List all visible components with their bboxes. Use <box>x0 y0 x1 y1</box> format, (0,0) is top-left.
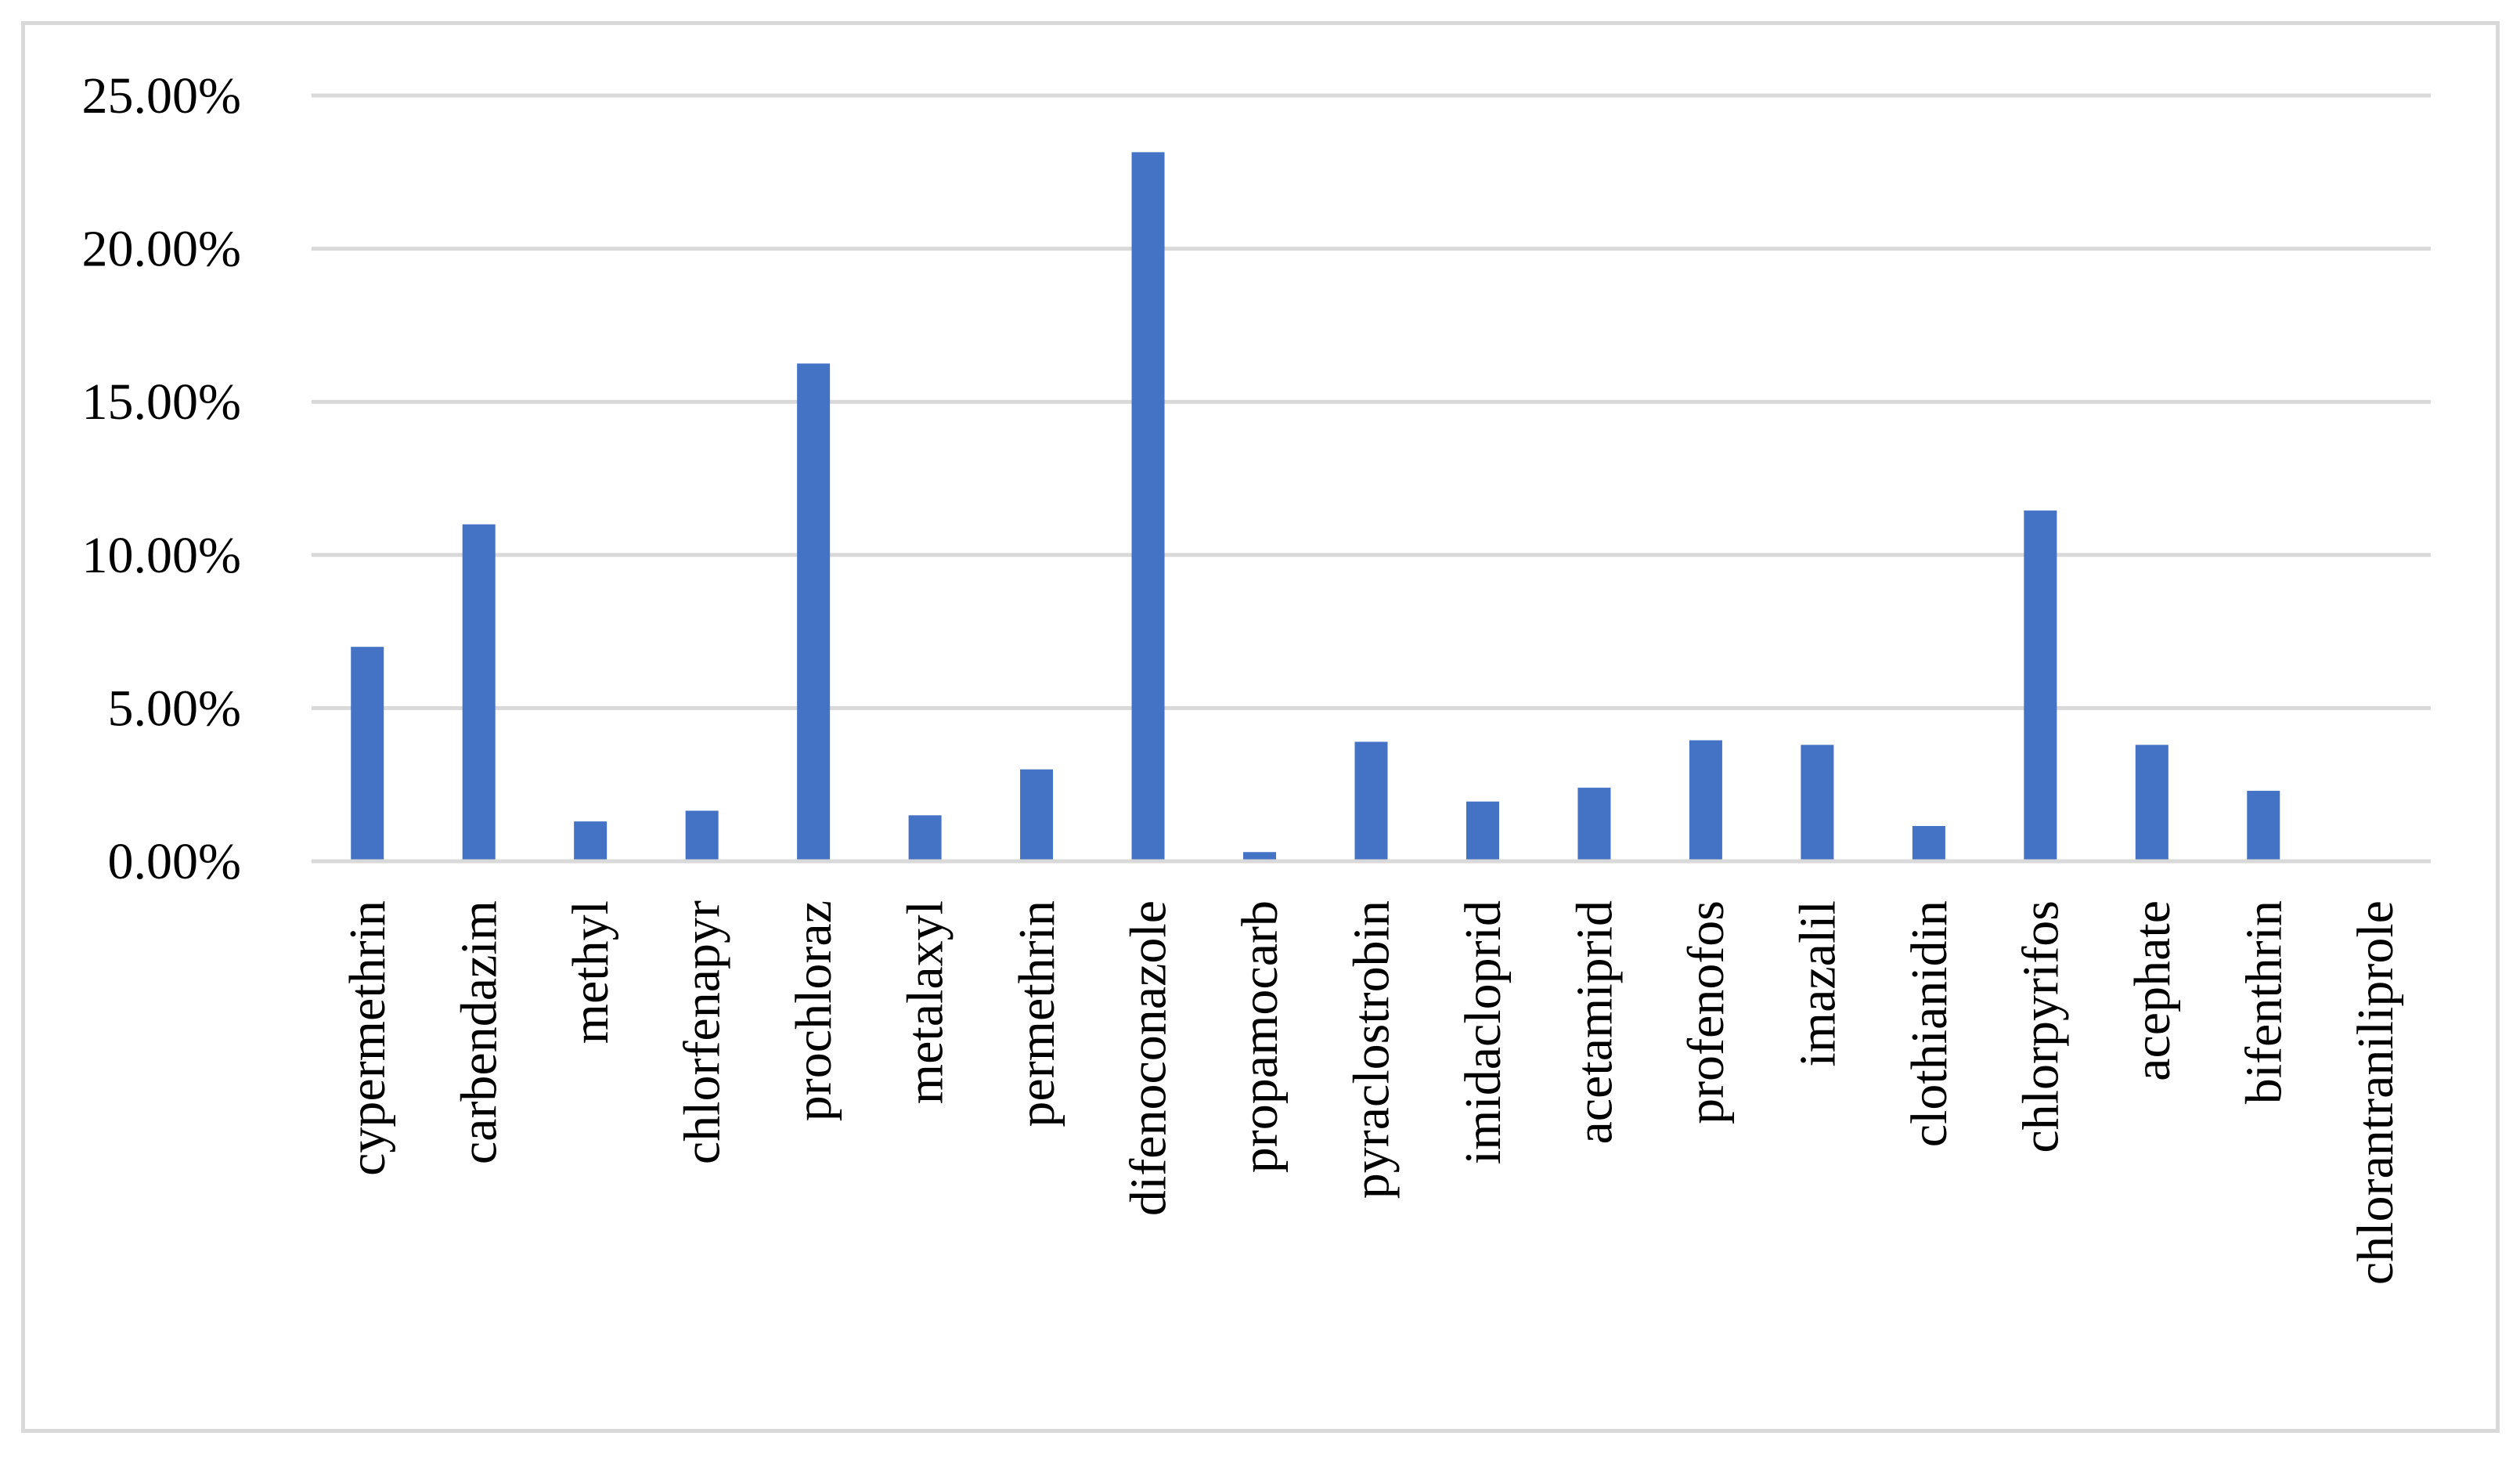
chart-frame <box>21 21 2500 1433</box>
y-tick-label: 5.00% <box>108 680 241 737</box>
x-category-label: permethrin <box>1008 900 1065 1127</box>
bar-chlorpyrifos <box>2024 510 2057 861</box>
x-category-label: carbendazim <box>451 900 508 1164</box>
x-category-label: prochloraz <box>785 900 842 1121</box>
x-category-label: acetamiprid <box>1566 900 1623 1145</box>
x-category-label: chlorantraniliprole <box>2347 900 2404 1285</box>
x-category-label: chlorpyrifos <box>2012 900 2069 1153</box>
x-category-label: metalaxyl <box>897 900 954 1104</box>
gridlines <box>312 93 2431 710</box>
x-category-label: chlorfenapyr <box>674 900 731 1164</box>
y-tick-label: 20.00% <box>82 221 241 278</box>
bar-imidacloprid <box>1465 801 1499 861</box>
y-tick-label: 15.00% <box>82 373 241 431</box>
x-category-label: acephate <box>2124 900 2181 1081</box>
x-category-label: propamocarb <box>1231 900 1289 1173</box>
bar-clothianidin <box>1912 826 1945 861</box>
y-axis-tick-labels: 0.00% 5.00% 10.00% 15.00% 20.00% 25.00% <box>82 67 241 890</box>
y-tick-label: 10.00% <box>82 527 241 584</box>
bar-profenofos <box>1689 740 1722 861</box>
bar-chlorfenapyr <box>685 810 719 861</box>
bar-pyraclostrobin <box>1354 741 1388 861</box>
y-tick-label: 0.00% <box>108 833 241 890</box>
bar-carbendazim <box>462 524 496 861</box>
bar-propamocarb <box>1243 852 1277 861</box>
bars <box>351 152 2280 861</box>
bar-bifenthrin <box>2247 791 2280 861</box>
bar-acephate <box>2135 745 2168 861</box>
bar-metalaxyl <box>908 815 942 861</box>
x-category-label: profenofos <box>1678 900 1735 1124</box>
x-category-label: methyl <box>562 900 619 1044</box>
bar-cypermethrin <box>351 647 384 861</box>
x-category-label: pyraclostrobin <box>1343 900 1401 1199</box>
bar-difenoconazole <box>1131 152 1165 861</box>
x-category-label: difenoconazole <box>1120 900 1177 1216</box>
x-category-label: bifenthrin <box>2235 900 2292 1104</box>
bar-acetamiprid <box>1577 788 1611 861</box>
y-tick-label: 25.00% <box>82 67 241 124</box>
x-axis-category-labels: cypermethrin carbendazim methyl chlorfenapy… <box>339 900 2404 1285</box>
x-category-label: cypermethrin <box>339 900 396 1176</box>
bar-prochloraz <box>797 363 831 861</box>
x-category-label: imidacloprid <box>1455 900 1512 1164</box>
bar-imazalil <box>1801 745 1834 861</box>
bar-permethrin <box>1020 769 1054 861</box>
x-category-label: imazalil <box>1789 900 1846 1067</box>
x-category-label: clothianidin <box>1901 900 1958 1147</box>
bar-methyl <box>574 821 607 861</box>
